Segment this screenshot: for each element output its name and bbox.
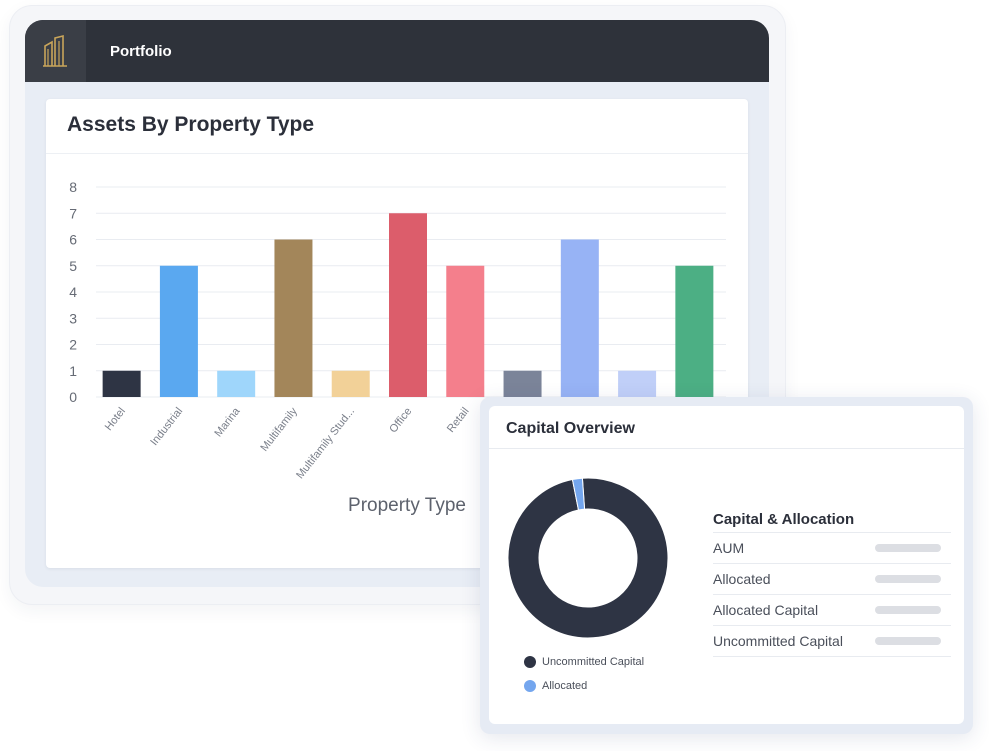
x-tick-label: Industrial [148, 405, 185, 448]
capital-row-allocated-capital: Allocated Capital [713, 595, 951, 626]
y-tick-label: 3 [69, 310, 77, 326]
donut-slice-uncommitted-capital[interactable] [507, 477, 669, 639]
y-tick-label: 0 [69, 389, 77, 405]
building-logo-icon [42, 34, 67, 67]
y-tick-label: 7 [69, 205, 77, 221]
bar [159, 265, 198, 397]
x-tick-label: Retail [445, 405, 472, 435]
capital-overview-title: Capital Overview [506, 420, 635, 437]
title-bar: Portfolio [25, 20, 769, 82]
x-axis-label: Property Type [348, 495, 466, 516]
y-tick-label: 5 [69, 258, 77, 274]
capital-allocation-table: Capital & Allocation AUM Allocated Alloc… [713, 505, 951, 657]
value-placeholder [875, 544, 941, 552]
value-placeholder [875, 606, 941, 614]
y-tick-label: 2 [69, 337, 77, 353]
x-tick-label: Multifamily Stud... [294, 405, 357, 481]
donut-legend: Uncommitted Capital Allocated [524, 656, 644, 704]
legend-item-allocated[interactable]: Allocated [524, 680, 644, 692]
bar [618, 370, 657, 397]
x-tick-label: Marina [212, 405, 243, 440]
x-tick-label: Multifamily [258, 405, 300, 454]
row-label: AUM [713, 540, 745, 556]
y-tick-label: 6 [69, 232, 77, 248]
legend-dot-uncommitted [524, 656, 536, 668]
app-title: Portfolio [110, 42, 172, 60]
legend-label: Allocated [542, 680, 588, 692]
capital-row-allocated: Allocated [713, 564, 951, 595]
capital-row-uncommitted-capital: Uncommitted Capital [713, 626, 951, 657]
y-tick-label: 8 [69, 179, 77, 195]
bar [102, 370, 141, 397]
row-label: Allocated Capital [713, 602, 819, 618]
legend-label: Uncommitted Capital [542, 656, 645, 668]
value-placeholder [875, 637, 941, 645]
bar [560, 239, 599, 397]
capital-divider [489, 448, 964, 449]
donut-slice-allocated[interactable] [571, 477, 586, 511]
bar [274, 239, 313, 397]
x-tick-label: Office [387, 405, 414, 435]
bar [389, 213, 427, 397]
y-tick-label: 4 [69, 284, 77, 300]
capital-table-title: Capital & Allocation [713, 505, 951, 533]
app-logo[interactable] [25, 20, 86, 82]
capital-overview-card: Capital Overview Uncommitted Capital All… [489, 406, 964, 724]
chart-title: Assets By Property Type [67, 113, 315, 136]
y-tick-label: 1 [69, 363, 77, 379]
row-label: Allocated [713, 571, 771, 587]
bar [675, 265, 714, 397]
legend-item-uncommitted[interactable]: Uncommitted Capital [524, 656, 644, 668]
bar [331, 370, 370, 397]
bar [217, 370, 256, 397]
capital-row-aum: AUM [713, 533, 951, 564]
bar [446, 265, 485, 397]
value-placeholder [875, 575, 941, 583]
row-label: Uncommitted Capital [713, 633, 843, 649]
legend-dot-allocated [524, 680, 536, 692]
bar [503, 370, 542, 397]
donut-chart [507, 477, 669, 639]
chart-divider [46, 153, 748, 154]
x-tick-label: Hotel [103, 405, 128, 433]
